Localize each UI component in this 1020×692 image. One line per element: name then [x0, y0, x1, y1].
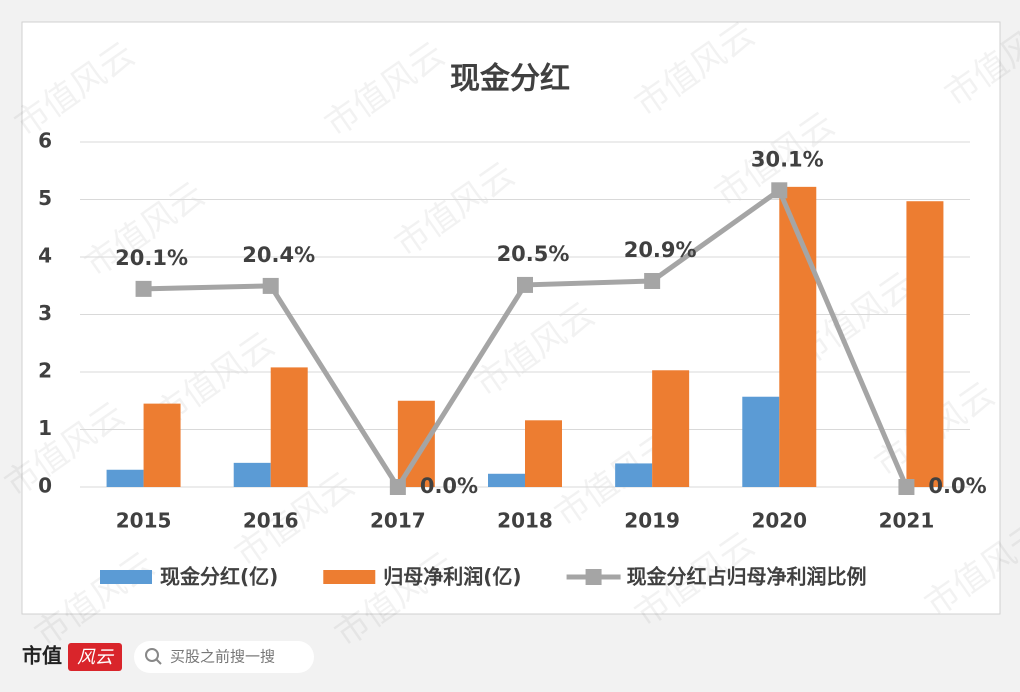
legend-label: 现金分红占归母净利润比例: [627, 565, 867, 589]
chart-title: 现金分红: [450, 62, 570, 97]
legend-marker: [585, 569, 602, 585]
chart-card: [21, 21, 1001, 615]
x-tick-label: 2016: [243, 509, 299, 533]
search-icon-handle: [155, 658, 162, 665]
data-label: 0.0%: [420, 474, 478, 498]
legend-label: 归母净利润(亿): [383, 565, 521, 589]
y-tick-label: 5: [38, 186, 52, 210]
legend-swatch: [100, 570, 152, 584]
x-tick-label: 2020: [751, 509, 807, 533]
data-label: 20.5%: [497, 242, 570, 266]
brand-badge: 风云: [77, 647, 115, 668]
brand: 市值: [22, 644, 62, 668]
bar: [525, 420, 562, 487]
line-marker: [135, 280, 152, 297]
bar: [906, 201, 944, 487]
bar: [106, 469, 144, 487]
search-placeholder: 买股之前搜一搜: [170, 648, 275, 666]
y-tick-label: 0: [38, 474, 52, 498]
line-marker: [517, 276, 533, 293]
search-icon: [145, 648, 159, 662]
bar: [270, 367, 308, 487]
bar: [742, 396, 780, 487]
data-label: 20.9%: [624, 238, 697, 262]
bar: [615, 463, 653, 487]
line-marker: [644, 272, 661, 289]
bar: [233, 462, 271, 487]
y-tick-label: 1: [38, 416, 52, 440]
x-tick-label: 2019: [624, 509, 680, 533]
x-tick-label: 2018: [497, 509, 553, 533]
bar: [488, 473, 525, 487]
legend-swatch: [323, 570, 376, 584]
y-tick-label: 3: [38, 301, 52, 325]
line-marker: [898, 479, 915, 495]
data-label: 0.0%: [928, 474, 986, 498]
legend-label: 现金分红(亿): [160, 565, 278, 589]
x-tick-label: 2017: [370, 509, 426, 533]
line-marker: [262, 277, 279, 294]
x-tick-label: 2021: [879, 509, 935, 533]
plot: 0 1 2 3 4 5 6 2015 2016 2017 2018 2019 2020 2021 20.1%…: [38, 129, 987, 589]
x-tick-label: 2015: [116, 509, 172, 533]
y-tick-label: 2: [38, 359, 52, 383]
line-marker: [771, 182, 788, 199]
bar: [652, 370, 690, 487]
data-label: 20.4%: [242, 243, 315, 267]
data-label: 20.1%: [115, 246, 188, 270]
y-tick-label: 4: [38, 244, 52, 268]
bar: [143, 403, 181, 487]
search-box[interactable]: [134, 641, 314, 673]
data-label: 30.1%: [751, 147, 824, 171]
y-tick-label: 6: [38, 129, 52, 153]
brand-badge-box: [68, 643, 122, 671]
line-marker: [389, 479, 406, 495]
